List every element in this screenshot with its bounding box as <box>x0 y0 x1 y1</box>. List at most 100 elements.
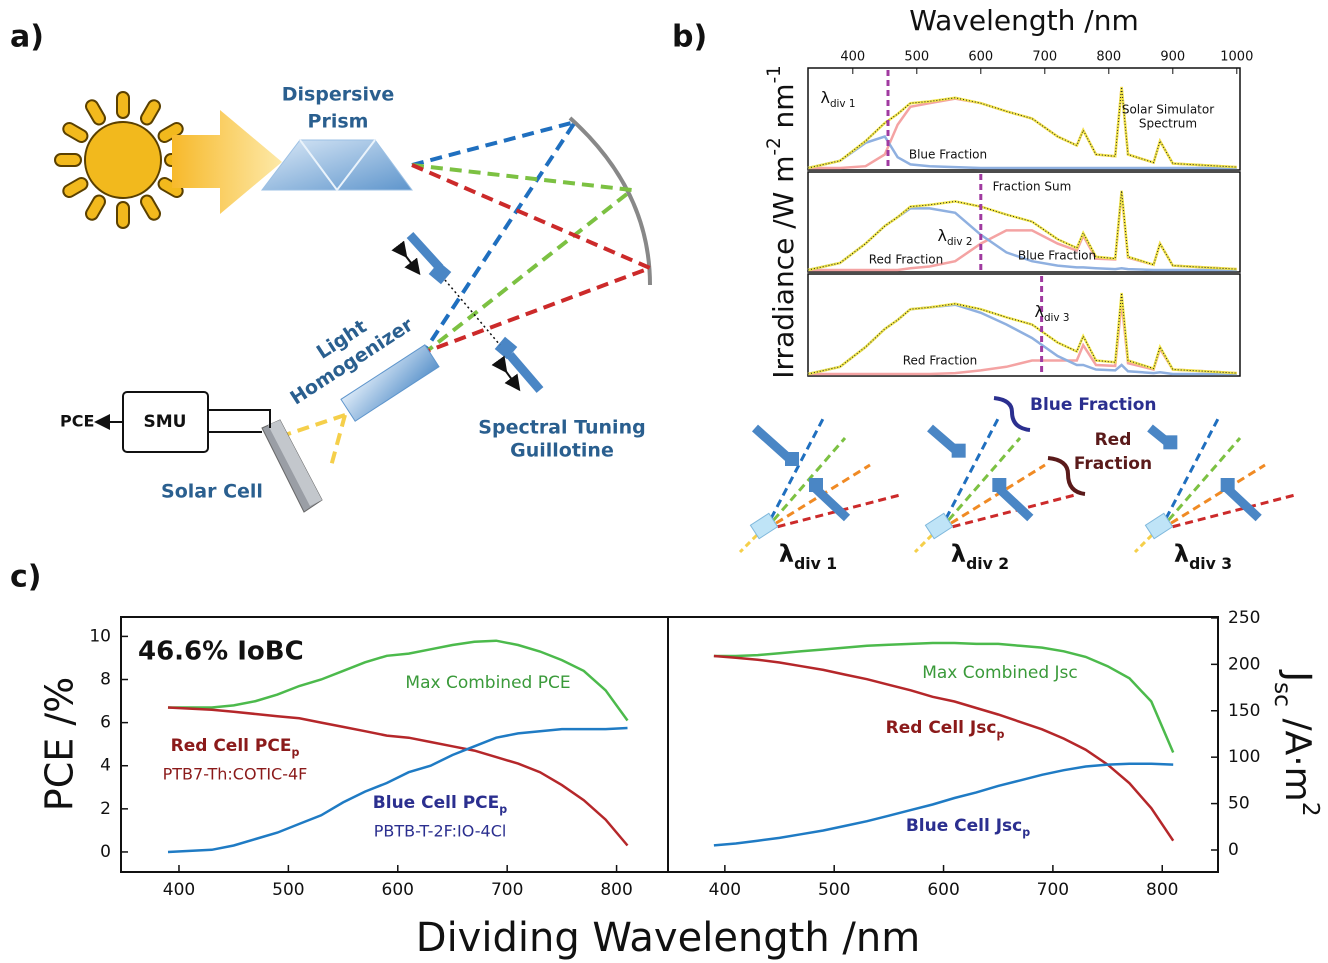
y-tick-label: 0 <box>100 842 111 862</box>
y-axis-label-part: J <box>1277 669 1318 682</box>
series-label-part: p <box>1022 826 1030 839</box>
material-label: PTB7-Th:COTIC-4F <box>163 765 308 784</box>
series-annotation: Red Fraction <box>869 253 944 267</box>
brace <box>994 398 1030 430</box>
y-tick-label: 250 <box>1228 608 1260 628</box>
divider-label-part: div 2 <box>966 555 1009 573</box>
homogenizer <box>750 513 777 538</box>
x-tick-label: 500 <box>272 880 304 900</box>
y-tick-label: 200 <box>1228 654 1260 674</box>
y-axis-label-part: /A·m <box>1277 707 1318 802</box>
material-label: PBTB-T-2F:IO-4Cl <box>374 822 507 841</box>
series-label-part: p <box>996 728 1004 741</box>
fraction-label: Blue Fraction <box>1030 395 1157 415</box>
divider-label: λdiv 3 <box>1034 302 1069 325</box>
output-label: PCE <box>60 412 94 431</box>
x-tick-label: 600 <box>382 880 414 900</box>
divider-label-part: λ <box>1034 302 1043 321</box>
series-label: Blue Cell Jscp <box>906 816 1030 839</box>
ray <box>1160 415 1220 530</box>
series-label: Red Cell Jscp <box>886 718 1005 741</box>
series-label: Blue Cell PCEp <box>373 793 507 816</box>
tuning-sketch <box>1135 415 1295 552</box>
series-label-part: Red Cell Jsc <box>886 718 997 738</box>
y-axis-label: PCE /% <box>38 677 82 811</box>
y-axis-label-part: 2 <box>1298 802 1326 817</box>
fraction-label: Fraction <box>1074 454 1152 474</box>
series-label-part: Blue Cell Jsc <box>906 816 1022 836</box>
ray <box>740 535 757 552</box>
y-axis-label-part: nm <box>767 83 800 137</box>
divider-label-part: div 1 <box>830 98 856 110</box>
series-label-part: Max Combined Jsc <box>922 663 1078 683</box>
divider-label-part: λ <box>1174 540 1189 568</box>
divider-label-part: λ <box>951 540 966 568</box>
red-fraction <box>808 302 1237 374</box>
series-annotation: Blue Fraction <box>909 148 987 162</box>
y-tick-label: 0 <box>1228 840 1239 860</box>
ray <box>915 535 932 552</box>
tuning-sketch <box>915 415 1075 552</box>
blade <box>992 478 1006 492</box>
prism-label: Dispersive <box>282 84 395 106</box>
y-tick-label: 10 <box>89 626 111 646</box>
light-beam <box>172 110 282 214</box>
divider-label: λdiv 2 <box>951 540 1009 573</box>
sun <box>55 92 191 228</box>
homogenizer <box>925 513 952 538</box>
mirror <box>570 118 650 285</box>
series-annotation: Red Fraction <box>903 354 978 368</box>
y-axis-label-part: Irradiance /W m <box>767 155 800 378</box>
y-axis-label: Irradiance /W m-2 nm-1 <box>764 65 801 378</box>
y-axis-label: Jsc /A·m2 <box>1270 669 1326 816</box>
panel-label: c) <box>10 560 42 595</box>
y-tick-label: 8 <box>100 670 111 690</box>
series-label: Max Combined Jsc <box>922 663 1078 683</box>
divider-label-part: div 1 <box>794 555 837 573</box>
divider-label-part: λ <box>937 226 946 245</box>
y-tick-label: 100 <box>1228 747 1260 767</box>
panel-label: b) <box>672 20 707 55</box>
x-tick-label: 800 <box>1146 880 1178 900</box>
x-tick-label: 500 <box>904 50 929 65</box>
ray <box>1135 535 1152 552</box>
plot-frame <box>808 274 1240 376</box>
y-axis-label-part: -1 <box>764 65 785 83</box>
x-tick-label: 500 <box>818 880 850 900</box>
annotation: 46.6% IoBC <box>138 637 304 667</box>
divider-label: λdiv 1 <box>779 540 837 573</box>
wire <box>208 410 270 432</box>
blade <box>1221 478 1235 492</box>
y-axis-label-part: -2 <box>764 137 785 155</box>
panel-label: a) <box>10 20 44 55</box>
x-tick-label: 800 <box>1096 50 1121 65</box>
ray <box>940 465 1045 530</box>
guillotine-label: Spectral Tuning <box>478 417 645 439</box>
series-line <box>714 656 1173 841</box>
x-tick-label: 400 <box>163 880 195 900</box>
x-tick-label: 600 <box>968 50 993 65</box>
divider-label-part: λ <box>779 540 794 568</box>
homogenizer <box>1145 513 1172 538</box>
y-tick-label: 4 <box>100 756 111 776</box>
blade <box>785 452 799 466</box>
x-tick-label: 800 <box>600 880 632 900</box>
smu-label: SMU <box>144 412 187 432</box>
series-annotation: Solar Simulator <box>1122 103 1214 117</box>
tuning-sketch <box>740 415 900 552</box>
ray <box>765 465 870 530</box>
prism-label: Prism <box>308 111 369 133</box>
divider-label-part: div 3 <box>1044 312 1070 324</box>
fraction-label: Red <box>1095 430 1132 450</box>
guillotine-label: Guillotine <box>510 440 614 462</box>
ray <box>765 415 825 530</box>
y-tick-label: 150 <box>1228 701 1260 721</box>
blade <box>1227 488 1259 518</box>
y-tick-label: 50 <box>1228 794 1250 814</box>
x-tick-label: 600 <box>927 880 959 900</box>
series-annotation: Spectrum <box>1139 117 1197 131</box>
ray <box>940 415 1000 530</box>
divider-label: λdiv 1 <box>820 88 855 111</box>
blade <box>952 444 966 458</box>
blade <box>809 478 823 492</box>
